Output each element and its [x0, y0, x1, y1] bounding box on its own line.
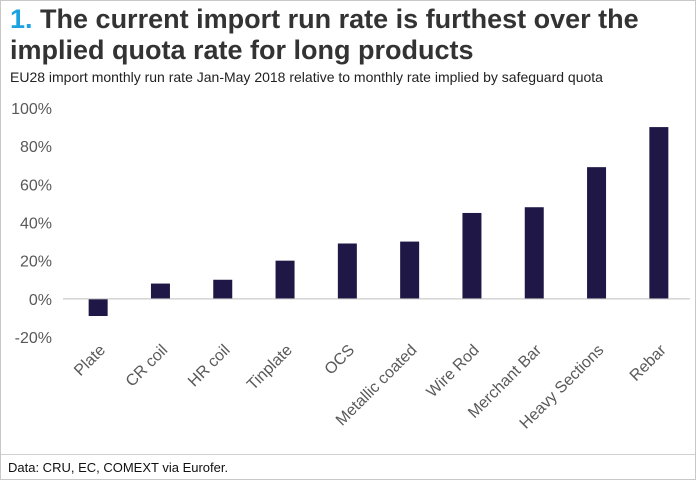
bar-merchant-bar [524, 207, 544, 299]
x-tick-label: Wire Rod [424, 342, 483, 401]
y-tick-label: 100% [11, 101, 52, 118]
title-text: The current import run rate is furthest … [10, 4, 639, 65]
bar-metallic-coated [400, 241, 420, 299]
y-tick-label: 80% [20, 139, 52, 156]
x-tick-label: OCS [322, 342, 359, 379]
bar-heavy-sections [587, 167, 607, 299]
bar-ocs [337, 243, 357, 299]
x-tick-label: CR coil [123, 342, 171, 390]
y-tick-label: 0% [29, 292, 52, 309]
chart-title: 1. The current import run rate is furthe… [10, 4, 690, 66]
bars [88, 127, 669, 317]
bar-wire-rod [462, 212, 482, 299]
y-tick-label: -20% [15, 330, 52, 347]
bar-cr-coil [150, 283, 170, 299]
bar-plate [88, 298, 108, 317]
y-tick-label: 20% [20, 254, 52, 271]
footer-divider [1, 454, 695, 455]
bar-rebar [649, 127, 669, 299]
bar-tinplate [275, 260, 295, 299]
y-axis: -20% 0% 20% 40% 60% 80% 100% [11, 101, 52, 347]
x-tick-label: Rebar [627, 341, 670, 384]
title-number: 1. [10, 4, 33, 34]
bar-hr-coil [213, 279, 233, 299]
y-tick-label: 60% [20, 177, 52, 194]
y-tick-label: 40% [20, 216, 52, 233]
source-note: Data: CRU, EC, COMEXT via Eurofer. [8, 460, 229, 475]
x-tick-label: Tinplate [244, 342, 296, 394]
x-tick-label: Plate [71, 342, 109, 380]
x-tick-label: HR coil [185, 342, 233, 390]
chart-subtitle: EU28 import monthly run rate Jan-May 201… [10, 69, 603, 85]
bar-chart: -20% 0% 20% 40% 60% 80% 100% Plate CR coil HR co… [11, 101, 690, 432]
